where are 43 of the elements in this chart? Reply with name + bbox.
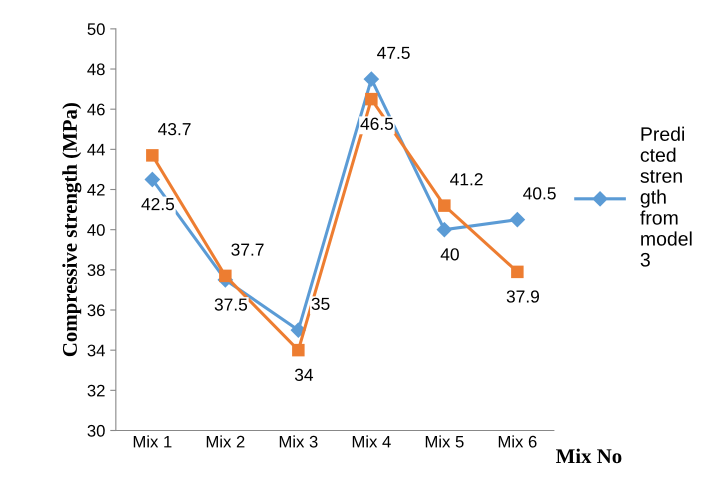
x-tick-label: Mix 5	[426, 435, 464, 448]
y-axis-title: Compressive strength (MPa)	[62, 103, 82, 356]
y-tick-label: 44	[87, 144, 105, 156]
point	[365, 92, 378, 106]
y-tick-label: 46	[87, 104, 105, 116]
point	[290, 322, 306, 338]
point	[292, 344, 305, 356]
data-label: 40.5	[523, 187, 556, 200]
data-label: 46.5	[360, 118, 394, 130]
y-tick-label: 36	[88, 304, 105, 316]
data-label: 43.7	[158, 122, 191, 136]
point	[146, 149, 159, 162]
data-label: 42.5	[141, 198, 174, 210]
x-tick-label: Mix 6	[498, 435, 537, 448]
point	[438, 199, 451, 212]
point	[219, 270, 232, 282]
y-tick-label: 32	[88, 384, 105, 397]
data-label: 37.5	[214, 298, 248, 311]
data-label: 37.9	[506, 290, 539, 303]
point	[364, 71, 379, 87]
y-tick-label: 42	[87, 184, 105, 196]
y-tick-label: 50	[88, 23, 105, 36]
x-tick-label: Mix 1	[134, 435, 172, 448]
x-tick-label: Mix 3	[280, 435, 318, 448]
point	[510, 212, 525, 228]
x-axis-title: Mix No	[556, 448, 622, 464]
data-label: 40	[440, 248, 459, 260]
x-tick-label: Mix 4	[352, 435, 391, 448]
data-label: 34	[294, 368, 314, 381]
y-tick-label: 48	[87, 63, 105, 76]
y-tick-label: 34	[88, 344, 105, 356]
legend-label: Predicted strength from model 3	[640, 126, 692, 267]
data-label: 35	[312, 298, 330, 310]
y-tick-label: 30	[88, 424, 105, 437]
point	[144, 172, 160, 188]
point	[511, 266, 524, 278]
point	[436, 222, 452, 238]
data-label: 41.2	[450, 173, 483, 186]
y-tick-label: 38	[88, 264, 105, 276]
data-label: 47.5	[377, 46, 410, 59]
x-tick-label: Mix 2	[206, 435, 244, 448]
y-tick-label: 40	[87, 224, 105, 236]
data-label: 37.7	[231, 243, 264, 256]
